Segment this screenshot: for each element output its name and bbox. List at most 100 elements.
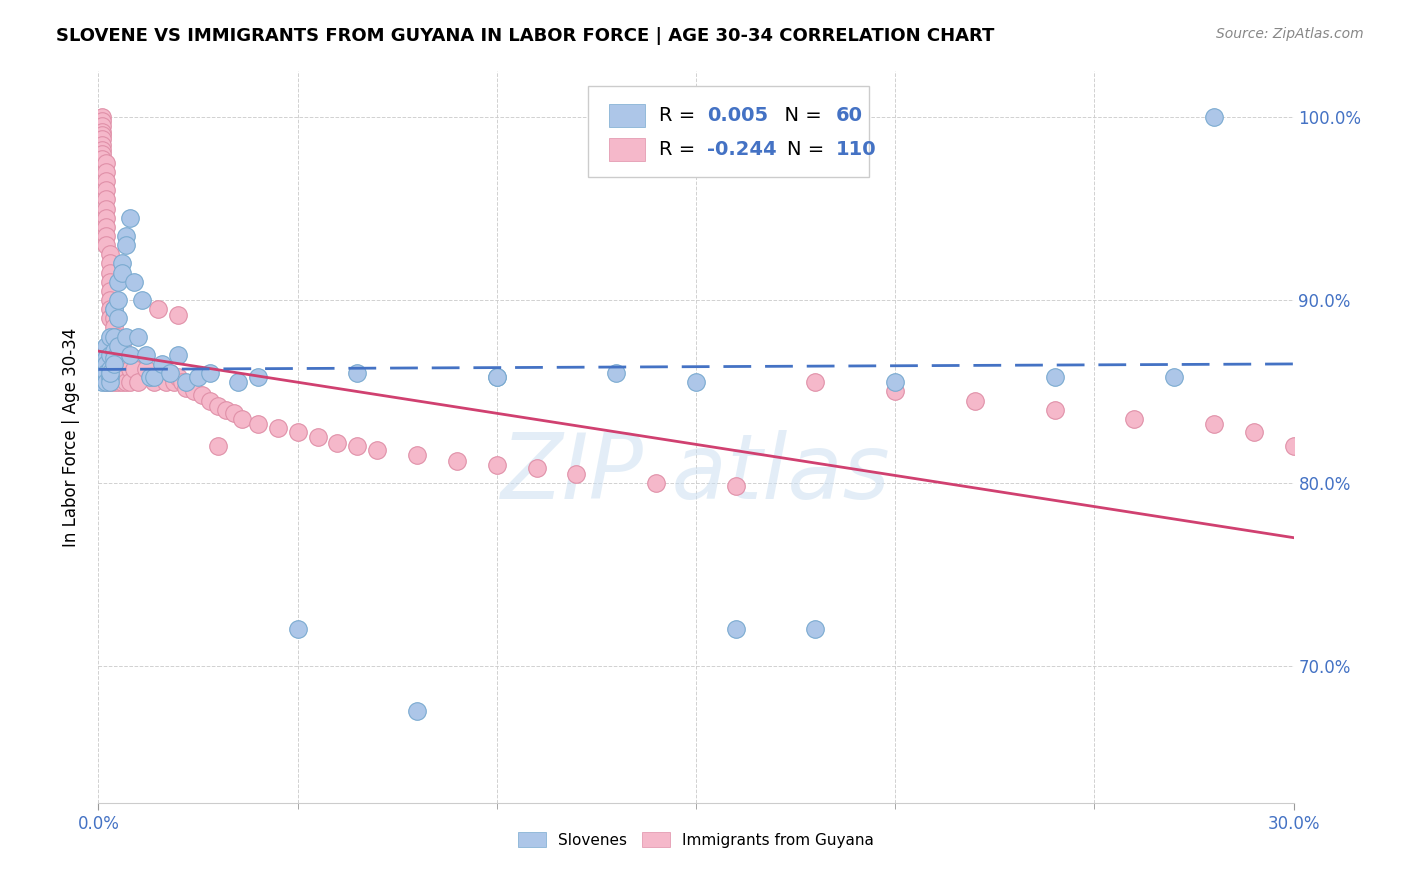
Immigrants from Guyana [124,351,146,366]
Immigrants from Guyana [198,393,221,408]
Immigrants from Guyana [98,275,122,289]
Immigrants from Guyana [215,402,238,417]
Immigrants from Guyana [96,238,118,252]
Immigrants from Guyana [246,417,269,432]
Immigrants from Guyana [111,362,134,376]
Text: R =: R = [659,106,702,125]
Immigrants from Guyana [103,329,125,343]
Immigrants from Guyana [167,308,190,322]
Immigrants from Guyana [96,174,118,188]
Slovenes [96,338,118,352]
Immigrants from Guyana [98,247,122,261]
Slovenes [103,351,125,366]
Immigrants from Guyana [98,256,122,270]
Slovenes [111,256,134,270]
Slovenes [485,369,508,384]
Immigrants from Guyana [111,348,134,362]
Immigrants from Guyana [96,362,118,376]
Slovenes [131,293,153,307]
Slovenes [198,366,221,380]
Slovenes [174,375,197,389]
Immigrants from Guyana [231,411,253,425]
Immigrants from Guyana [120,351,142,366]
Slovenes [91,366,114,380]
Immigrants from Guyana [366,442,388,457]
Slovenes [167,348,190,362]
Immigrants from Guyana [98,362,122,376]
Immigrants from Guyana [120,362,142,376]
Immigrants from Guyana [1043,402,1066,417]
Immigrants from Guyana [124,362,146,376]
Slovenes [111,265,134,279]
Slovenes [96,366,118,380]
Immigrants from Guyana [287,425,309,439]
Slovenes [98,375,122,389]
Slovenes [91,348,114,362]
Slovenes [115,329,138,343]
Slovenes [685,375,707,389]
Immigrants from Guyana [91,146,114,161]
Immigrants from Guyana [91,128,114,143]
Slovenes [884,375,907,389]
Immigrants from Guyana [159,366,181,380]
Immigrants from Guyana [111,338,134,352]
Immigrants from Guyana [124,362,146,376]
Immigrants from Guyana [1123,411,1146,425]
Immigrants from Guyana [103,301,125,316]
Immigrants from Guyana [91,152,114,166]
Immigrants from Guyana [207,439,229,453]
Slovenes [98,362,122,376]
Immigrants from Guyana [96,211,118,225]
Slovenes [605,366,627,380]
Immigrants from Guyana [98,265,122,279]
Immigrants from Guyana [115,375,138,389]
Slovenes [159,366,181,380]
Slovenes [96,351,118,366]
FancyBboxPatch shape [609,138,644,161]
Slovenes [98,348,122,362]
Immigrants from Guyana [111,375,134,389]
Y-axis label: In Labor Force | Age 30-34: In Labor Force | Age 30-34 [62,327,80,547]
Slovenes [150,357,173,371]
Immigrants from Guyana [98,311,122,326]
Immigrants from Guyana [98,362,122,376]
Immigrants from Guyana [96,202,118,216]
Slovenes [96,369,118,384]
Slovenes [115,228,138,243]
Slovenes [107,275,129,289]
Immigrants from Guyana [155,375,177,389]
Legend: Slovenes, Immigrants from Guyana: Slovenes, Immigrants from Guyana [512,825,880,854]
Slovenes [135,348,157,362]
Immigrants from Guyana [127,357,149,371]
Text: 0.005: 0.005 [707,106,768,125]
Slovenes [107,311,129,326]
Immigrants from Guyana [98,375,122,389]
Text: N =: N = [772,106,828,125]
Slovenes [115,238,138,252]
Immigrants from Guyana [139,369,162,384]
Immigrants from Guyana [96,192,118,206]
Slovenes [139,369,162,384]
Slovenes [1202,110,1225,124]
Immigrants from Guyana [127,375,149,389]
Immigrants from Guyana [91,125,114,139]
Immigrants from Guyana [107,338,129,352]
Immigrants from Guyana [107,362,129,376]
Immigrants from Guyana [91,137,114,152]
Slovenes [120,211,142,225]
Immigrants from Guyana [167,369,190,384]
Slovenes [804,622,827,636]
Immigrants from Guyana [307,430,329,444]
Immigrants from Guyana [111,357,134,371]
Slovenes [120,348,142,362]
Immigrants from Guyana [174,381,197,395]
Immigrants from Guyana [127,366,149,380]
Immigrants from Guyana [346,439,368,453]
Immigrants from Guyana [135,369,157,384]
Immigrants from Guyana [91,110,114,124]
Slovenes [98,329,122,343]
Immigrants from Guyana [446,454,468,468]
Slovenes [127,329,149,343]
Slovenes [103,329,125,343]
Immigrants from Guyana [207,399,229,413]
